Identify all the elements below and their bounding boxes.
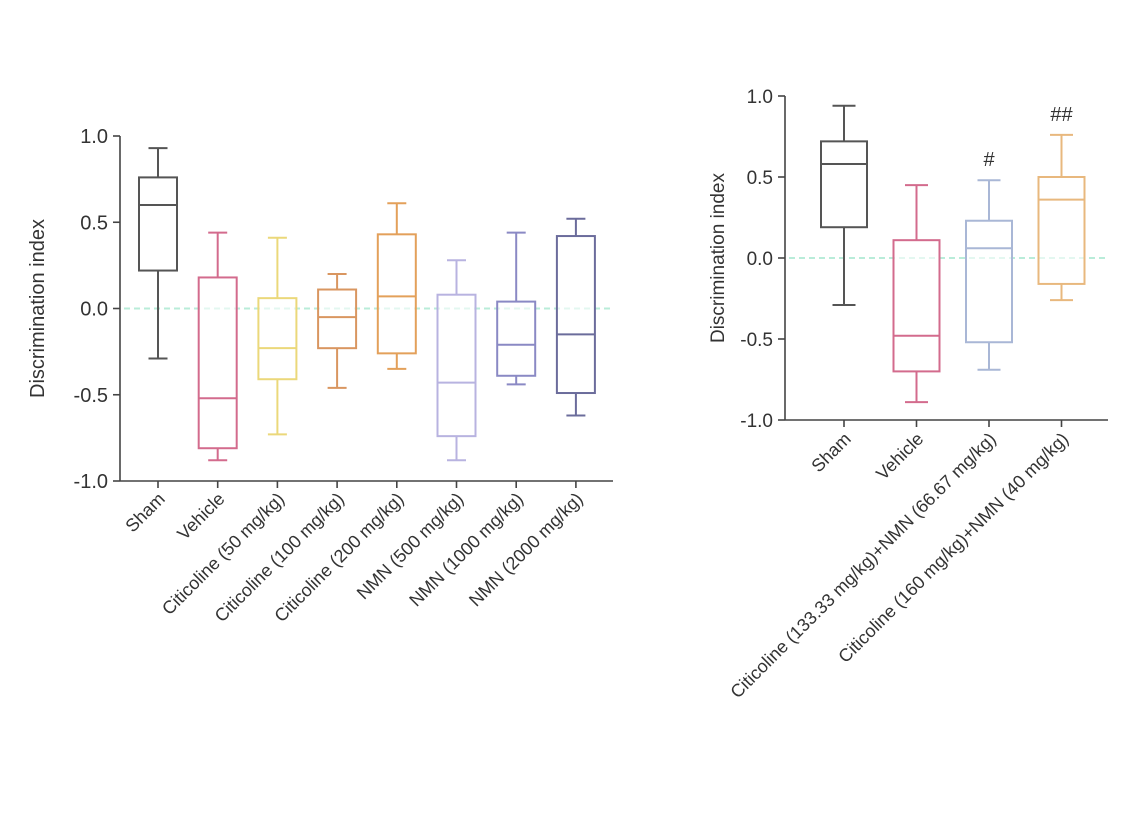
y-tick-label: 1.0	[80, 126, 108, 148]
significance-annotation: #	[983, 149, 995, 171]
chart-right: 1.0 0.5 0.0 -0.5 -1.0 Discrimination index Sha…	[708, 87, 1108, 702]
x-tick-label: Sham	[121, 489, 168, 536]
box-iqr	[1037, 176, 1086, 285]
y-tick-label: 0.5	[747, 168, 773, 189]
box-iqr	[820, 140, 868, 229]
x-tick-label: Vehicle	[173, 489, 228, 544]
box-iqr	[138, 176, 178, 272]
y-axis-label: Discrimination index	[27, 219, 49, 398]
x-tick-label: Sham	[807, 429, 854, 476]
box-iqr	[555, 235, 596, 395]
significance-annotation: ##	[1050, 104, 1073, 126]
box-iqr	[257, 297, 298, 381]
box-iqr	[436, 293, 477, 438]
box-4: ##Citicoline (160 mg/kg)+NMN (40 mg/kg)	[834, 104, 1086, 667]
y-tick-label: -0.5	[74, 385, 108, 407]
y-tick-label: -0.5	[740, 330, 773, 351]
box-iqr	[496, 300, 537, 377]
y-tick-label: 0.0	[80, 299, 108, 321]
box-iqr	[376, 233, 417, 355]
x-tick-label: Vehicle	[872, 429, 927, 484]
box-2: Vehicle	[173, 231, 238, 544]
y-tick-label: 0.5	[80, 212, 108, 234]
box-iqr	[965, 219, 1013, 344]
x-tick-label: NMN (2000 mg/kg)	[465, 489, 587, 611]
y-axis-label: Discrimination index	[708, 173, 729, 344]
box-iqr	[892, 239, 941, 373]
x-tick-label: NMN (500 mg/kg)	[353, 489, 468, 604]
y-tick-label: -1.0	[740, 411, 773, 432]
box-2: Vehicle	[872, 184, 941, 484]
y-tick-label: 1.0	[747, 87, 773, 108]
box-iqr	[317, 288, 358, 350]
box-iqr	[197, 276, 238, 450]
x-tick-label: NMN (1000 mg/kg)	[405, 489, 527, 611]
y-tick-label: -1.0	[74, 471, 108, 493]
y-tick-label: 0.0	[747, 249, 773, 270]
x-tick-label: Citicoline (133.33 mg/kg)+NMN (66.67 mg/…	[726, 429, 999, 702]
box-8: NMN (2000 mg/kg)	[465, 217, 596, 611]
box-1: Sham	[121, 147, 178, 536]
chart-left: 1.0 0.5 0.0 -0.5 -1.0 Discrimination index Sha…	[27, 126, 613, 626]
